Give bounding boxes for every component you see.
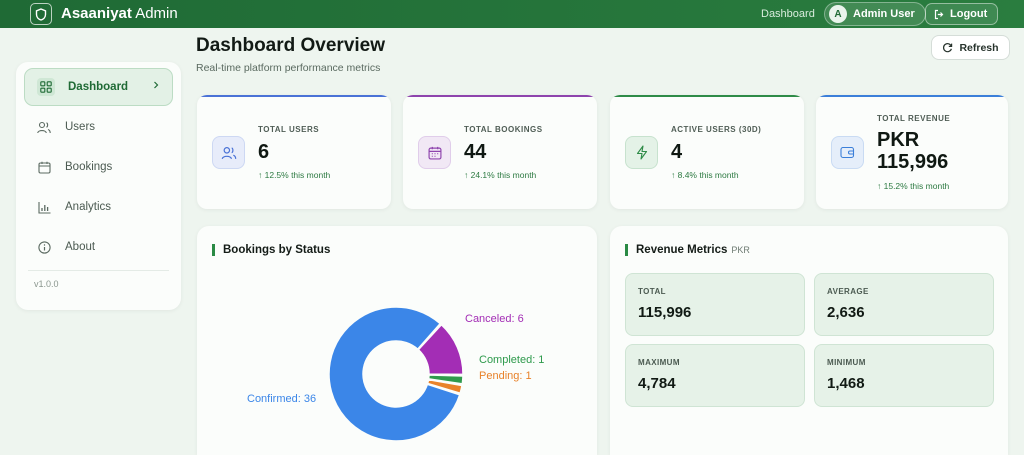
stat-label: TOTAL BOOKINGS	[464, 125, 543, 134]
chart-label-confirmed: Confirmed: 36	[247, 393, 317, 405]
calendar-icon	[418, 136, 451, 169]
sidebar-item-label: Dashboard	[68, 81, 129, 93]
bookings-status-panel: Bookings by Status Canceled: 6 Completed…	[197, 226, 597, 455]
card-accent	[816, 95, 1008, 97]
stat-label: TOTAL REVENUE	[877, 114, 951, 123]
refresh-button[interactable]: Refresh	[931, 35, 1010, 60]
sidebar-item-about[interactable]: About	[24, 228, 173, 266]
panel-title: Revenue Metrics PKR	[625, 244, 750, 256]
stat-value: 6	[258, 141, 270, 163]
card-accent	[610, 95, 804, 97]
info-icon	[36, 239, 52, 255]
stat-label: TOTAL USERS	[258, 125, 320, 134]
refresh-label: Refresh	[959, 41, 999, 54]
brand-suffix: Admin	[131, 5, 178, 22]
stat-label: ACTIVE USERS (30D)	[671, 125, 762, 134]
card-accent	[197, 95, 391, 97]
sidebar-item-label: About	[65, 241, 96, 253]
metric-value: 4,784	[638, 375, 676, 392]
stat-value: 4	[671, 141, 683, 163]
stat-card-total-revenue: TOTAL REVENUE PKR 115,996 ↑ 15.2% this m…	[816, 95, 1008, 209]
sidebar-item-users[interactable]: Users	[24, 108, 173, 146]
metric-value: 115,996	[638, 304, 692, 321]
panel-title-text: Revenue Metrics	[636, 244, 728, 256]
metric-label: AVERAGE	[827, 287, 869, 296]
page-subtitle: Real-time platform performance metrics	[196, 62, 381, 74]
metric-total: TOTAL 115,996	[625, 273, 805, 336]
grid-icon	[37, 78, 55, 96]
donut-slice-pending[interactable]	[426, 378, 463, 395]
stat-value: PKR 115,996	[877, 129, 949, 173]
brand-name: Asaaniyat	[61, 5, 132, 22]
metric-maximum: MAXIMUM 4,784	[625, 344, 805, 407]
currency-unit: PKR	[731, 245, 750, 255]
sidebar-item-label: Analytics	[65, 201, 112, 213]
sidebar-item-dashboard[interactable]: Dashboard	[24, 68, 173, 106]
bookings-donut-chart	[328, 306, 464, 442]
stat-card-total-users: TOTAL USERS 6 ↑ 12.5% this month	[197, 95, 391, 209]
calendar-icon	[36, 159, 52, 175]
refresh-icon	[943, 43, 953, 53]
sidebar-divider	[28, 270, 169, 271]
logout-label: Logout	[950, 8, 988, 20]
zap-icon	[625, 136, 658, 169]
chevron-right-icon	[152, 80, 160, 93]
metric-label: TOTAL	[638, 287, 666, 296]
avatar: A	[829, 5, 847, 23]
wallet-icon	[831, 136, 864, 169]
sidebar: Dashboard Users Bookings Analytics About…	[16, 62, 181, 310]
sidebar-item-label: Bookings	[65, 161, 113, 173]
metric-label: MINIMUM	[827, 358, 866, 367]
users-icon	[212, 136, 245, 169]
user-name: Admin User	[853, 8, 915, 20]
user-menu[interactable]: A Admin User	[824, 2, 926, 26]
metric-label: MAXIMUM	[638, 358, 680, 367]
stat-trend: ↑ 24.1% this month	[464, 170, 537, 180]
stat-trend: ↑ 8.4% this month	[671, 170, 739, 180]
panel-title: Bookings by Status	[212, 244, 330, 256]
donut-slice-canceled[interactable]	[417, 323, 464, 376]
metric-value: 2,636	[827, 304, 865, 321]
bar-chart-icon	[36, 199, 52, 215]
sidebar-item-bookings[interactable]: Bookings	[24, 148, 173, 186]
card-accent	[403, 95, 597, 97]
stat-card-active-users: ACTIVE USERS (30D) 4 ↑ 8.4% this month	[610, 95, 804, 209]
chart-label-completed: Completed: 1	[479, 354, 545, 366]
page-title: Dashboard Overview	[196, 35, 386, 56]
stat-trend: ↑ 12.5% this month	[258, 170, 331, 180]
revenue-metrics-panel: Revenue Metrics PKR TOTAL 115,996 AVERAGE…	[610, 226, 1008, 455]
donut-slice-confirmed[interactable]	[328, 306, 461, 442]
stat-card-total-bookings: TOTAL BOOKINGS 44 ↑ 24.1% this month	[403, 95, 597, 209]
stat-trend: ↑ 15.2% this month	[877, 181, 950, 191]
stat-value: 44	[464, 141, 487, 163]
header-dashboard-link[interactable]: Dashboard	[761, 8, 815, 20]
users-icon	[36, 119, 52, 135]
shield-icon[interactable]	[30, 3, 52, 25]
metric-average: AVERAGE 2,636	[814, 273, 994, 336]
top-bar: Asaaniyat Admin Dashboard A Admin User L…	[0, 0, 1024, 28]
donut-slice-completed[interactable]	[427, 374, 464, 385]
sidebar-item-analytics[interactable]: Analytics	[24, 188, 173, 226]
chart-label-canceled: Canceled: 6	[465, 313, 524, 325]
logout-button[interactable]: Logout	[925, 3, 999, 25]
metric-value: 1,468	[827, 375, 865, 392]
app-brand[interactable]: Asaaniyat Admin	[61, 5, 178, 22]
version-label: v1.0.0	[34, 279, 59, 289]
logout-icon	[934, 9, 944, 19]
metric-minimum: MINIMUM 1,468	[814, 344, 994, 407]
sidebar-item-label: Users	[65, 121, 96, 133]
chart-label-pending: Pending: 1	[479, 370, 532, 382]
